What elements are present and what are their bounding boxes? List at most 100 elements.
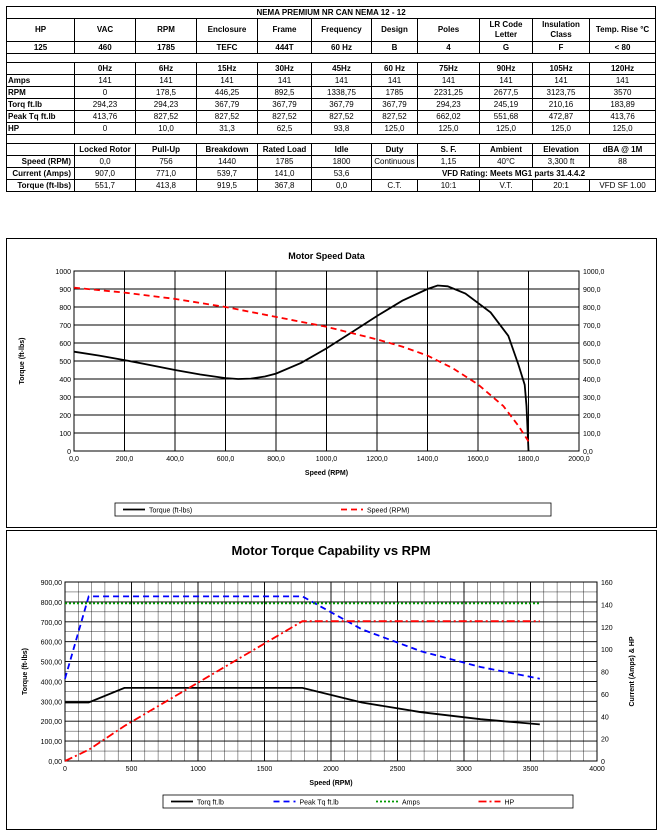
row-label: Speed (RPM)	[6, 155, 75, 168]
nameplate-header: VAC	[74, 18, 136, 42]
perf-header: 0Hz	[74, 62, 136, 75]
perf-value: 827,52	[371, 110, 418, 123]
x-tick-label: 1200,0	[366, 456, 388, 463]
x-tick-label: 1800,0	[518, 456, 540, 463]
nameplate-header: Temp. Rise °C	[588, 18, 657, 42]
points-extra-header: dBA @ 1M	[588, 143, 657, 156]
points-value: 413,8	[135, 179, 197, 192]
perf-header: 90Hz	[479, 62, 533, 75]
nameplate-value: 4	[417, 41, 480, 54]
plot-frame	[64, 581, 598, 762]
nameplate-value: F	[532, 41, 590, 54]
nameplate-value: G	[479, 41, 533, 54]
row-label: Current (Amps)	[6, 167, 75, 180]
perf-value: 178,5	[135, 86, 197, 99]
x-tick-label: 3500	[523, 766, 539, 773]
perf-value: 210,16	[532, 98, 590, 111]
points-header: Pull-Up	[135, 143, 197, 156]
row-label: Amps	[6, 74, 75, 87]
nameplate-header: Frequency	[311, 18, 372, 42]
y2-axis-label: Current (Amps) & HP	[629, 636, 636, 706]
y-tick-label: 900	[59, 287, 71, 294]
points-header: Locked Rotor	[74, 143, 136, 156]
points-extra-header: Ambient	[479, 143, 533, 156]
points-header: Breakdown	[196, 143, 258, 156]
perf-header: 75Hz	[417, 62, 480, 75]
row-label: HP	[6, 122, 75, 135]
y2-tick-label: 160	[601, 580, 613, 587]
x-tick-label: 0,0	[69, 456, 79, 463]
x-tick-label: 600,0	[217, 456, 235, 463]
y-tick-label: 200	[59, 413, 71, 420]
y2-tick-label: 800,0	[583, 305, 601, 312]
x-tick-label: 1000,0	[316, 456, 338, 463]
y-tick-label: 400	[59, 377, 71, 384]
perf-value: 125,0	[371, 122, 418, 135]
points-extra-value: 3,300 ft	[532, 155, 590, 168]
x-tick-label: 1400,0	[417, 456, 439, 463]
perf-value: 367,79	[371, 98, 418, 111]
nameplate-header: Frame	[257, 18, 312, 42]
perf-value: 10,0	[135, 122, 197, 135]
nameplate-value: 460	[74, 41, 136, 54]
spec-sheet: NEMA PREMIUM NR CAN NEMA 12 - 12 HP VAC RP…	[5, 6, 657, 192]
perf-value: 446,25	[196, 86, 258, 99]
y2-tick-label: 80	[601, 670, 609, 677]
perf-value: 3123,75	[532, 86, 590, 99]
perf-value: 3570	[588, 86, 657, 99]
y2-tick-label: 100,0	[583, 431, 601, 438]
perf-header-row: 0Hz 6Hz 15Hz 30Hz 45Hz 60 Hz 75Hz 90Hz 105Hz 120H…	[6, 62, 657, 75]
points-header: Idle	[311, 143, 372, 156]
points-value: 539,7	[196, 167, 258, 180]
y-tick-label: 0,00	[48, 759, 62, 766]
table-row: Torq ft.lb 294,23 294,23 367,79 367,79 367,79…	[6, 98, 657, 111]
x-tick-label: 2000	[323, 766, 339, 773]
y-tick-label: 700,00	[41, 620, 63, 627]
perf-value: 125,0	[417, 122, 480, 135]
y-tick-label: 300,00	[41, 699, 63, 706]
perf-value: 892,5	[257, 86, 312, 99]
nameplate-value: 444T	[257, 41, 312, 54]
x-tick-label: 1000	[190, 766, 206, 773]
legend-box	[162, 794, 574, 809]
y-tick-label: 200,00	[41, 719, 63, 726]
points-extra-header: S. F.	[417, 143, 480, 156]
perf-value: 62,5	[257, 122, 312, 135]
points-extra-header: Elevation	[532, 143, 590, 156]
y-axis-label: Torque (ft-lbs)	[19, 338, 26, 385]
nameplate-value-row: 125 460 1785 TEFC 444T 60 Hz B 4 G F < 80	[6, 41, 657, 54]
x-tick-label: 0	[63, 766, 67, 773]
perf-header: 15Hz	[196, 62, 258, 75]
points-header: Rated Load	[257, 143, 312, 156]
points-extra-header: Duty	[371, 143, 418, 156]
perf-value: 141	[196, 74, 258, 87]
x-tick-label: 2000,0	[568, 456, 590, 463]
perf-header: 45Hz	[311, 62, 372, 75]
perf-value: 125,0	[532, 122, 590, 135]
perf-value: 2677,5	[479, 86, 533, 99]
nameplate-value: TEFC	[196, 41, 258, 54]
y-tick-label: 300	[59, 395, 71, 402]
table-row: Torque (ft-lbs) 551,7 413,8 919,5 367,8 0,0 C.…	[6, 179, 657, 192]
x-tick-label: 500	[126, 766, 138, 773]
y2-tick-label: 400,0	[583, 377, 601, 384]
perf-value: 472,87	[532, 110, 590, 123]
points-extra-value: 40°C	[479, 155, 533, 168]
perf-value: 827,52	[257, 110, 312, 123]
perf-header: 120Hz	[588, 62, 657, 75]
y2-tick-label: 1000,0	[583, 269, 605, 276]
nameplate-value: 125	[6, 41, 75, 54]
x-tick-label: 200,0	[116, 456, 134, 463]
nameplate-header: Enclosure	[196, 18, 258, 42]
y2-tick-label: 0	[601, 759, 605, 766]
perf-value: 245,19	[479, 98, 533, 111]
perf-value: 125,0	[479, 122, 533, 135]
y2-tick-label: 140	[601, 602, 613, 609]
perf-value: 0	[74, 122, 136, 135]
y-tick-label: 800	[59, 305, 71, 312]
perf-value: 2231,25	[417, 86, 480, 99]
y2-tick-label: 100	[601, 647, 613, 654]
perf-value: 367,79	[257, 98, 312, 111]
y-tick-label: 100,00	[41, 739, 63, 746]
perf-value: 827,52	[196, 110, 258, 123]
